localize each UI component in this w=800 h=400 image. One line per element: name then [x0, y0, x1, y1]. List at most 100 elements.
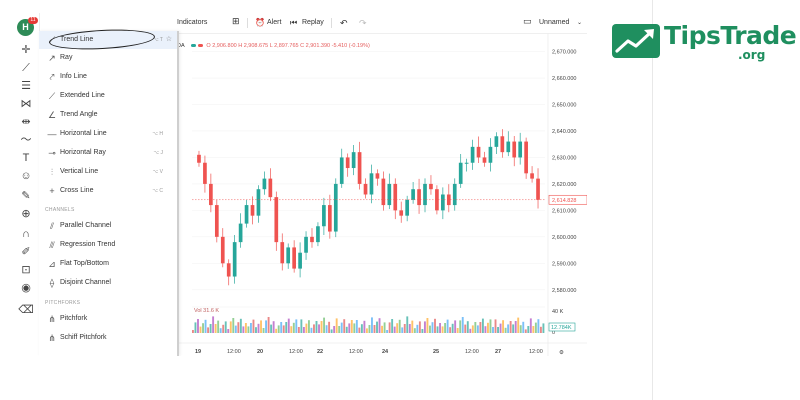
volume-bar — [318, 324, 320, 333]
fib-tool-icon[interactable]: ☰ — [21, 80, 31, 92]
menu-item-extended-line[interactable]: ⟋ Extended Line — [39, 87, 177, 105]
trend-line-tool-icon[interactable]: ⟋ — [22, 62, 30, 74]
volume-bar — [388, 322, 391, 333]
volume-bar — [212, 316, 215, 333]
volume-bar — [262, 328, 265, 333]
candle-body — [387, 183, 392, 206]
candle-body — [310, 236, 314, 243]
brush-tool-icon[interactable]: 〜 — [20, 134, 32, 146]
volume-bar — [247, 326, 250, 333]
templates-icon[interactable]: ⊞ — [232, 16, 240, 26]
volume-bar — [310, 327, 313, 333]
parallel-channel-icon: ⫽ — [49, 221, 54, 231]
menu-item-label: Regression Trend — [60, 241, 116, 248]
chevron-down-icon[interactable]: ⌄ — [577, 20, 583, 26]
menu-item-label: Parallel Channel — [60, 222, 112, 229]
volume-bar — [237, 322, 240, 333]
favorite-star-icon[interactable]: ☆ — [165, 36, 172, 43]
shortcut-hint: ⌥ H — [152, 131, 163, 137]
menu-item-pitchfork[interactable]: ⋔ Pitchfork — [39, 310, 177, 328]
replay-button[interactable]: Replay — [302, 19, 324, 26]
x-tick-label: 12:00 — [465, 349, 479, 355]
horizontal-ray-icon: ⊸ — [48, 148, 56, 158]
volume-header: Vol 31.6 K — [194, 308, 219, 314]
projection-tool-icon[interactable]: ⇹ — [21, 116, 31, 128]
volume-bar — [244, 323, 247, 333]
candle-body — [292, 247, 296, 269]
redo-icon[interactable]: ↷ — [359, 18, 367, 28]
candle-body — [476, 146, 481, 158]
zoom-in-icon[interactable]: ⊕ — [21, 208, 31, 220]
volume-bar — [280, 322, 283, 333]
candle-body — [262, 178, 267, 190]
menu-item-label: Cross Line — [60, 187, 94, 194]
menu-item-parallel-channel[interactable]: ⫽ Parallel Channel — [39, 217, 177, 235]
volume-bar — [333, 326, 336, 333]
menu-item-trend-angle[interactable]: ∠ Trend Angle — [39, 106, 177, 124]
volume-bar — [398, 319, 401, 333]
menu-item-schiff-pitchfork[interactable]: ⋔ Schiff Pitchfork — [39, 329, 177, 347]
menu-item-label: Ray — [60, 54, 73, 61]
menu-item-vertical-line[interactable]: ⫶ Vertical Line ⌥ V — [39, 163, 177, 181]
price-chart[interactable]: 2,580.000 2,590.000 2,600.000 2,610.000 2,62… — [177, 33, 587, 356]
magnet-icon[interactable]: ∩ — [22, 228, 30, 240]
volume-bar — [239, 318, 242, 333]
pitchfork-icon: ⋔ — [48, 314, 56, 324]
volume-bar — [307, 320, 310, 333]
menu-item-info-line[interactable]: ⤤ Info Line — [39, 68, 177, 86]
volume-bar — [529, 318, 532, 333]
left-drawing-toolbar: H 11 ✛ ⟋ ☰ ⋈ ⇹ 〜 T ☺ ✎ ⊕ ∩ ✐ ⊡ ◉ ⌫ — [13, 13, 40, 356]
menu-item-disjoint-channel[interactable]: ⟠ Disjoint Channel — [39, 274, 177, 292]
crosshair-icon[interactable]: ✛ — [21, 44, 31, 56]
candle-body — [536, 178, 540, 200]
volume-bar — [373, 325, 376, 333]
settings-gear-icon[interactable]: ⚙ — [559, 349, 564, 356]
menu-item-ray[interactable]: ↗ Ray — [39, 49, 177, 67]
menu-item-flat-top-bottom[interactable]: ⊿ Flat Top/Bottom — [39, 255, 177, 273]
candle-body — [441, 194, 445, 211]
menu-item-cross-line[interactable]: + Cross Line ⌥ C — [39, 182, 177, 200]
volume-bar — [295, 319, 298, 333]
volume-bar — [381, 325, 383, 333]
eye-icon[interactable]: ◉ — [21, 282, 31, 294]
layout-name-button[interactable]: Unnamed — [539, 19, 570, 26]
volume-bar — [431, 322, 434, 333]
undo-icon[interactable]: ↶ — [340, 18, 348, 28]
volume-bar — [464, 324, 467, 333]
text-tool-icon[interactable]: T — [22, 152, 30, 164]
pattern-tool-icon[interactable]: ⋈ — [20, 98, 32, 110]
volume-bar — [527, 326, 530, 333]
volume-bar — [441, 326, 444, 333]
menu-item-horizontal-ray[interactable]: ⊸ Horizontal Ray ⌥ J — [39, 144, 177, 162]
y-tick-label: 2,600.000 — [552, 235, 576, 241]
volume-bar — [209, 324, 212, 333]
y-tick-label: 2,640.000 — [552, 129, 576, 135]
menu-item-horizontal-line[interactable]: — Horizontal Line ⌥ H — [39, 125, 177, 143]
stay-drawing-icon[interactable]: ✐ — [21, 246, 31, 258]
x-tick-label: 19 — [195, 349, 201, 355]
candle-body — [369, 173, 374, 195]
volume-bar — [192, 330, 194, 333]
ohlc-open: O 2,906.800 — [206, 43, 237, 49]
ruler-icon[interactable]: ✎ — [21, 190, 31, 202]
volume-bar — [323, 317, 326, 333]
emoji-tool-icon[interactable]: ☺ — [20, 170, 32, 182]
alert-button[interactable]: Alert — [267, 19, 282, 26]
volume-bar — [524, 329, 527, 333]
y-tick-label: 2,670.000 — [552, 50, 576, 56]
menu-item-regression-trend[interactable]: ⫻ Regression Trend — [39, 236, 177, 254]
volume-bar — [343, 319, 346, 333]
candle-body — [304, 236, 308, 253]
layout-icon[interactable]: ▭ — [523, 16, 532, 26]
indicators-button[interactable]: Indicators — [177, 19, 208, 26]
menu-item-trend-line[interactable]: ⟋ Trend Line ⌥ T ☆ — [39, 31, 177, 49]
trash-icon[interactable]: ⌫ — [18, 304, 34, 316]
symbol-name[interactable]: DA — [177, 43, 185, 49]
volume-bar — [325, 325, 328, 333]
volume-bar — [479, 322, 482, 333]
volume-bar — [287, 318, 290, 333]
schiff-pitchfork-icon: ⋔ — [48, 333, 56, 343]
volume-bar — [197, 319, 199, 333]
volume-bar — [328, 321, 331, 333]
lock-icon[interactable]: ⊡ — [21, 264, 31, 276]
